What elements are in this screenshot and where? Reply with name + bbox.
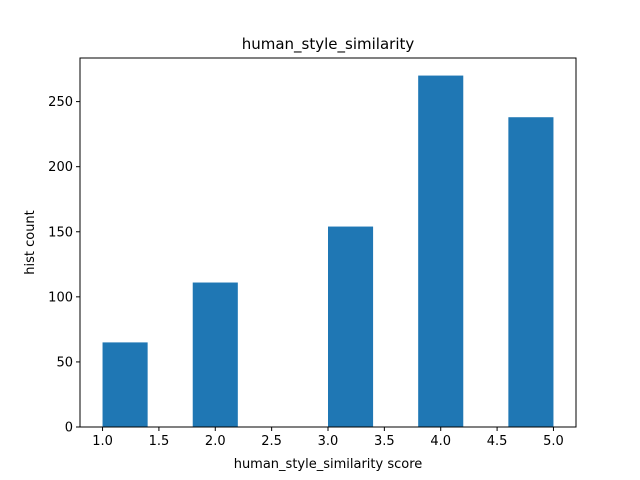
histogram-bar-9 <box>508 117 554 427</box>
x-axis-label: human_style_similarity score <box>234 457 423 472</box>
y-tick-label-5: 250 <box>48 95 73 110</box>
y-tick-label-2: 100 <box>48 290 73 305</box>
histogram-bar-0 <box>102 342 148 427</box>
y-tick-label-1: 50 <box>56 355 73 370</box>
histogram-bar-7 <box>418 75 464 428</box>
x-tick-label-2: 2.0 <box>205 434 226 449</box>
histogram-bar-5 <box>328 226 374 427</box>
x-tick-label-7: 4.5 <box>487 434 508 449</box>
x-tick-label-1: 1.5 <box>149 434 170 449</box>
chart-title: human_style_similarity <box>242 35 415 54</box>
y-tick-label-4: 200 <box>48 160 73 175</box>
x-tick-label-4: 3.0 <box>318 434 339 449</box>
y-axis-ticks: 0 50 100 150 200 250 <box>48 95 80 436</box>
y-tick-label-0: 0 <box>65 421 73 436</box>
x-tick-label-3: 2.5 <box>261 434 282 449</box>
y-axis-label: hist count <box>23 210 38 275</box>
y-tick-label-3: 150 <box>48 225 73 240</box>
bars-layer <box>102 75 554 428</box>
histogram-bar-2 <box>192 282 238 427</box>
x-axis-ticks: 1.0 1.5 2.0 2.5 3.0 3.5 4.0 4.5 5.0 <box>92 427 564 449</box>
x-tick-label-8: 5.0 <box>543 434 564 449</box>
x-tick-label-0: 1.0 <box>92 434 113 449</box>
x-tick-label-5: 3.5 <box>374 434 395 449</box>
x-tick-label-6: 4.0 <box>430 434 451 449</box>
